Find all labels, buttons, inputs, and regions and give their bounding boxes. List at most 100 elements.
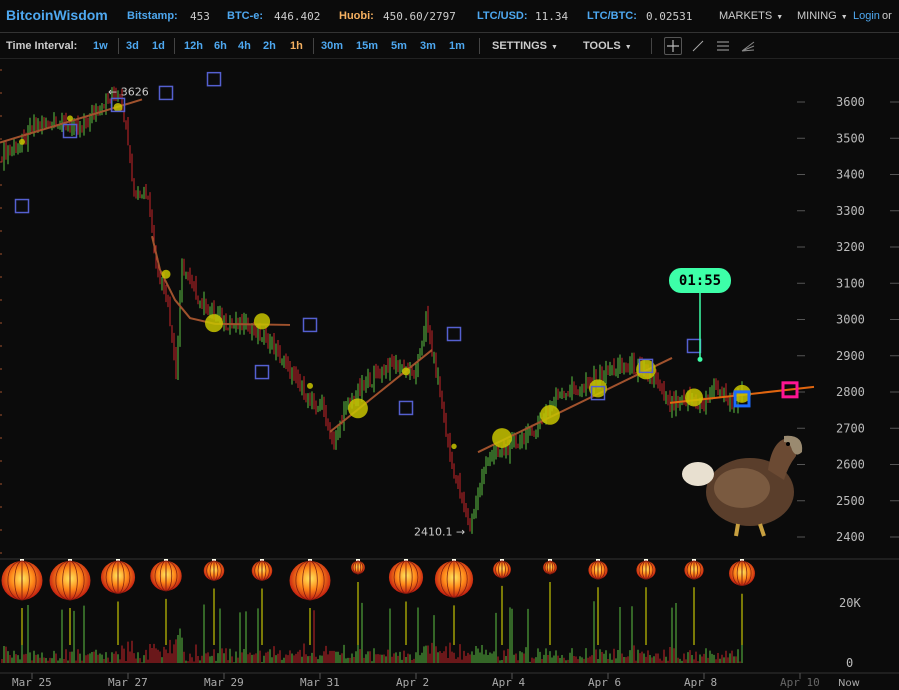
signal-dot [161,269,171,279]
interval-2h[interactable]: 2h [263,40,276,52]
lantern-body [729,561,755,586]
lantern-body [434,561,474,598]
lantern-icon [1,559,43,601]
x-tick-label: Mar 31 [300,676,340,689]
caret-down-icon: ▼ [624,44,632,51]
ticker-bitstamp-label[interactable]: Bitstamp: [127,10,178,22]
signal-square [254,364,270,380]
mining-menu[interactable]: MINING ▼ [797,10,848,22]
interval-30m[interactable]: 30m [321,40,344,52]
lantern-body [636,561,656,580]
candles [1,86,743,534]
login-link[interactable]: Login [853,10,880,22]
signal-square [206,71,222,87]
interval-5m[interactable]: 5m [391,40,407,52]
lantern-cap [740,559,744,562]
lantern-cap [212,559,216,562]
signal-square [638,358,654,374]
signal-dot [402,367,410,376]
signal-dot [589,379,607,398]
dodo-mascot [682,435,803,537]
now-label: Now [838,678,860,689]
ticker-ltcbtc-label[interactable]: LTC/BTC: [587,10,637,22]
toolbar: Time Interval: 1w 3d 1d 12h 6h 4h 2h 1h 30m 15m 5m… [0,33,899,59]
interval-3d[interactable]: 3d [126,40,139,52]
lantern-body [150,561,182,591]
volume-bars [1,601,743,663]
divider [174,38,175,54]
caret-down-icon: ▼ [840,14,848,21]
lantern-rib [206,560,222,581]
lantern-body [543,561,557,574]
lantern-body [493,561,511,578]
price-annotation: 2410.1 → [414,525,465,538]
signal-square [158,85,174,101]
ticker-bitstamp-value: 453 [190,10,210,23]
logo[interactable]: BitcoinWisdom [6,7,108,23]
time-interval-label: Time Interval: [6,40,78,52]
lantern-rib [55,560,85,601]
ticker-huobi-label[interactable]: Huobi: [339,10,374,22]
top-bar: BitcoinWisdom Bitstamp: 453 BTC-e: 446.4… [0,0,899,33]
signal-dot [733,384,751,403]
interval-6h[interactable]: 6h [214,40,227,52]
lantern-body [100,561,136,594]
price-tick-label: 3500 [836,131,865,145]
or-text: or [882,10,892,22]
markets-menu[interactable]: MARKETS ▼ [719,10,784,22]
interval-15m[interactable]: 15m [356,40,379,52]
ticker-btce-label[interactable]: BTC-e: [227,10,264,22]
lantern-body [289,561,331,600]
crosshair-icon[interactable] [664,37,682,55]
ticker-ltcusd-value: 11.34 [535,10,569,23]
interval-3m[interactable]: 3m [420,40,436,52]
interval-4h[interactable]: 4h [238,40,251,52]
lantern-rib [638,560,654,580]
lantern-rib [440,560,468,598]
dodo-eye [786,442,790,446]
lantern-body [388,561,424,594]
price-tick-label: 3100 [836,276,865,290]
lantern-cap [452,559,456,562]
signal-square [590,385,606,401]
price-tick-label: 3200 [836,240,865,254]
line-icon[interactable] [689,37,707,55]
lantern-body [49,561,91,600]
ticker-ltcusd-label[interactable]: LTC/USD: [477,10,528,22]
price-tick-label: 2800 [836,385,865,399]
fan-icon[interactable] [739,37,757,55]
signal-dot [67,115,73,122]
lantern-cap [500,559,504,562]
divider [118,38,119,54]
dodo-legs [734,523,766,537]
lantern-cap [644,559,648,562]
interval-12h[interactable]: 12h [184,40,203,52]
x-tick-label: Apr 8 [684,676,717,689]
signal-square [446,326,462,342]
interval-1h[interactable]: 1h [290,40,303,52]
price-tick-label: 3400 [836,168,865,182]
lantern-rib [154,560,178,592]
lantern-body [684,561,704,580]
interval-1d[interactable]: 1d [152,40,165,52]
tools-menu[interactable]: TOOLS ▼ [583,40,632,52]
lantern-icon [684,559,704,580]
signal-dot [113,102,123,112]
signal-dot [253,313,271,330]
ticker-btce-value: 446.402 [274,10,321,23]
x-tick-label: Apr 2 [396,676,429,689]
x-tick-label: Apr 6 [588,676,621,689]
trendline [329,349,433,433]
lantern-icon [150,559,182,592]
price-tick-label: 3000 [836,313,865,327]
interval-1m[interactable]: 1m [449,40,465,52]
lantern-cap [164,559,168,562]
lantern-cap [548,559,552,562]
horizontal-lines-icon[interactable] [714,37,732,55]
dodo-neck [768,438,797,480]
interval-1w[interactable]: 1w [93,40,108,52]
caret-down-icon: ▼ [776,14,784,21]
lantern-rib [393,560,419,594]
settings-menu[interactable]: SETTINGS ▼ [492,40,558,52]
